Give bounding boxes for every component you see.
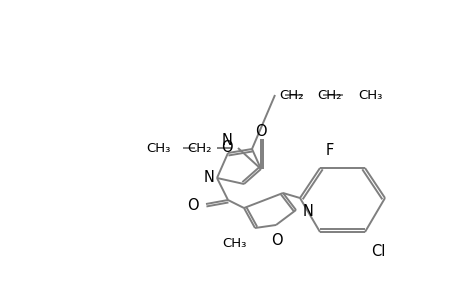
Text: CH₂: CH₂: [187, 142, 212, 154]
Text: O: O: [221, 140, 233, 154]
Text: F: F: [325, 143, 333, 158]
Text: Cl: Cl: [370, 244, 384, 259]
Text: O: O: [271, 233, 282, 248]
Text: CH₂: CH₂: [279, 88, 303, 101]
Text: CH₂: CH₂: [317, 88, 341, 101]
Text: N: N: [204, 170, 214, 185]
Text: O: O: [255, 124, 266, 139]
Text: N: N: [221, 133, 232, 148]
Text: CH₃: CH₃: [357, 88, 381, 101]
Text: CH₃: CH₃: [222, 237, 246, 250]
Text: O: O: [187, 199, 199, 214]
Text: N: N: [302, 203, 313, 218]
Text: CH₃: CH₃: [146, 142, 171, 154]
